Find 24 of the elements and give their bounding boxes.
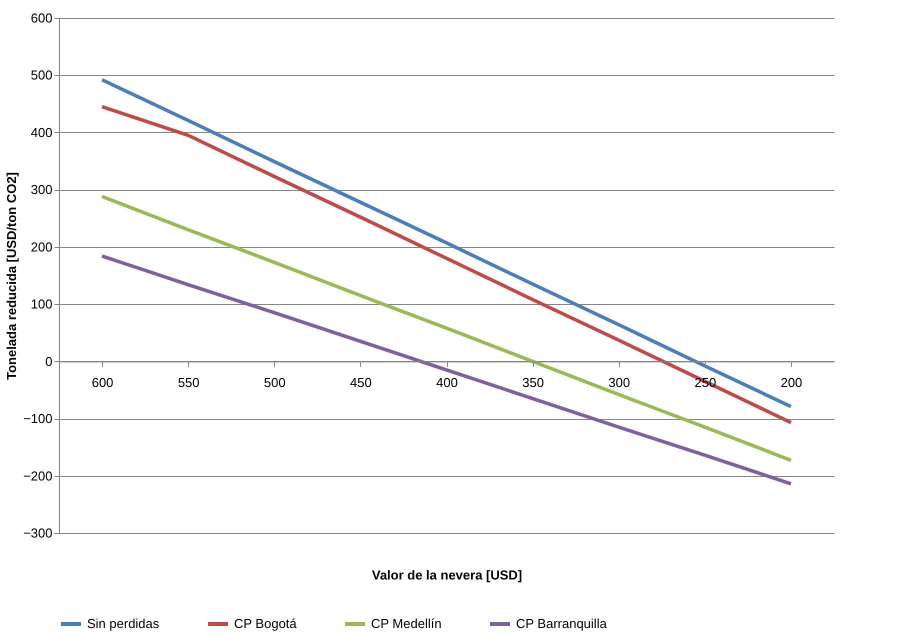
y-tick-label: 200 xyxy=(30,239,52,254)
x-tick-label: 500 xyxy=(264,374,286,390)
y-tick-label: 300 xyxy=(30,182,52,198)
y-tick-label: 400 xyxy=(30,124,52,140)
x-tick-label: 450 xyxy=(350,374,372,390)
y-axis-title: Tonelada reducida [USD/ton CO2] xyxy=(4,172,20,380)
x-tick-label: 400 xyxy=(436,374,458,390)
y-tick-label: 600 xyxy=(30,10,52,26)
y-tick-label: −300 xyxy=(23,526,52,540)
y-tick-label: 500 xyxy=(30,68,52,83)
legend-label: CP Medellín xyxy=(371,616,442,631)
x-tick-label: 200 xyxy=(780,374,802,390)
legend-label: Sin perdidas xyxy=(87,616,160,631)
legend-label: CP Barranquilla xyxy=(516,616,608,631)
x-tick-label: 600 xyxy=(92,374,114,390)
y-tick-label: 0 xyxy=(45,354,52,369)
x-tick-label: 300 xyxy=(608,374,630,390)
x-tick-label: 550 xyxy=(178,374,200,390)
y-tick-label: 100 xyxy=(30,296,52,312)
legend-label: CP Bogotá xyxy=(234,616,298,631)
y-tick-label: −100 xyxy=(23,411,52,426)
y-tick-label: −200 xyxy=(23,468,52,484)
x-tick-label: 350 xyxy=(522,374,544,390)
x-axis-title: Valor de la nevera [USD] xyxy=(372,568,522,582)
